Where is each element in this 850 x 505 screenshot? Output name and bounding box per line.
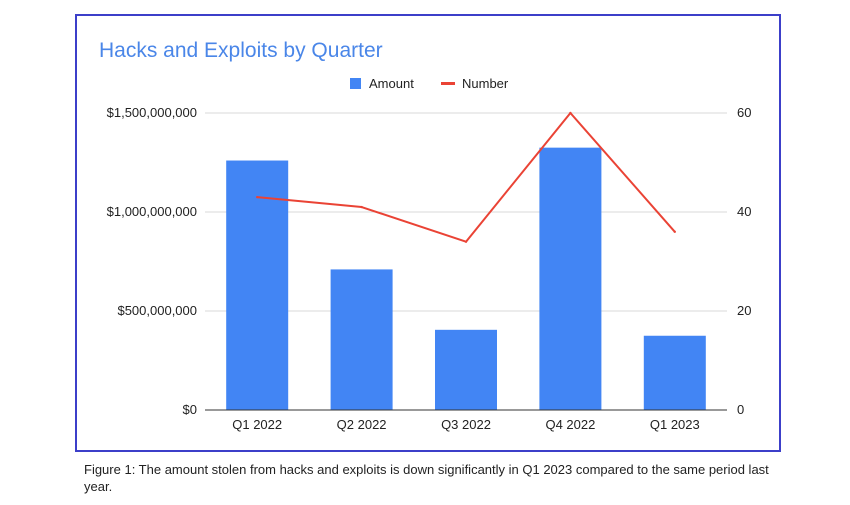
- amount-bar-q2-2022: [330, 269, 393, 410]
- legend-swatch-amount: [350, 78, 361, 89]
- right-axis-ticks: 0 20 40 60: [737, 105, 751, 417]
- legend-label-number: Number: [462, 76, 509, 91]
- number-series-points: [256, 111, 676, 243]
- legend-swatch-number: [441, 82, 455, 85]
- amount-bar-q3-2022: [435, 329, 497, 410]
- amount-bar-q4-2022: [539, 147, 602, 410]
- left-axis-ticks: $0 $500,000,000 $1,000,000,000 $1,500,000,0…: [107, 105, 197, 417]
- right-tick-label: 0: [737, 402, 744, 417]
- x-tick-label: Q3 2022: [441, 417, 491, 432]
- left-tick-label: $500,000,000: [117, 303, 197, 318]
- right-tick-label: 60: [737, 105, 751, 120]
- amount-bars: [226, 147, 706, 410]
- figure-caption: Figure 1: The amount stolen from hacks a…: [84, 462, 769, 494]
- number-point-q1-2023: [673, 230, 676, 233]
- x-tick-label: Q1 2022: [232, 417, 282, 432]
- number-point-q2-2022: [360, 205, 363, 209]
- right-tick-label: 40: [737, 204, 751, 219]
- right-tick-label: 20: [737, 303, 751, 318]
- legend: Amount Number: [350, 76, 509, 91]
- number-point-q1-2022: [256, 195, 259, 199]
- amount-bar-q1-2022: [226, 160, 289, 410]
- gridlines: [205, 112, 727, 312]
- chart: Hacks and Exploits by Quarter Amount Num…: [99, 39, 751, 432]
- x-tick-label: Q4 2022: [545, 417, 595, 432]
- chart-frame: Hacks and Exploits by Quarter Amount Num…: [75, 14, 781, 452]
- x-tick-label: Q2 2022: [337, 417, 387, 432]
- left-tick-label: $1,000,000,000: [107, 204, 197, 219]
- number-series-line: [257, 112, 676, 243]
- number-point-q3-2022: [464, 240, 468, 243]
- x-axis-labels: Q1 2022 Q2 2022 Q3 2022 Q4 2022 Q1 2023: [232, 417, 699, 432]
- legend-label-amount: Amount: [369, 76, 414, 91]
- x-tick-label: Q1 2023: [650, 417, 700, 432]
- chart-title: Hacks and Exploits by Quarter: [99, 39, 383, 62]
- left-tick-label: $1,500,000,000: [107, 105, 197, 120]
- amount-bar-q1-2023: [643, 335, 706, 410]
- left-tick-label: $0: [183, 402, 197, 417]
- number-point-q4-2022: [569, 111, 572, 115]
